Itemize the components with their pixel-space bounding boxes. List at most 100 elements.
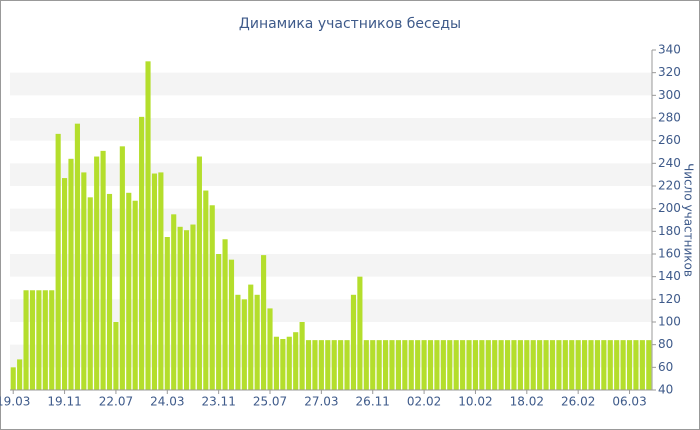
bar — [594, 340, 600, 390]
bar — [517, 340, 523, 390]
y-tick-label: 260 — [658, 133, 681, 147]
grid-band — [10, 118, 652, 141]
y-tick-label: 80 — [658, 337, 673, 351]
grid-band — [10, 163, 652, 186]
bar — [68, 158, 74, 390]
bar — [331, 340, 337, 390]
bar — [248, 284, 254, 390]
bar — [549, 340, 556, 390]
bar — [299, 322, 305, 390]
bar — [312, 340, 318, 390]
bar — [434, 340, 440, 390]
bar — [209, 205, 215, 390]
bar — [357, 276, 363, 390]
y-tick-label: 280 — [658, 111, 681, 125]
bar — [81, 172, 87, 390]
bar — [614, 340, 620, 390]
x-tick-label: 06.03 — [612, 395, 646, 409]
bar — [286, 336, 292, 390]
y-tick-label: 220 — [658, 179, 681, 193]
bar — [415, 340, 421, 390]
x-tick-label: 22.07 — [99, 395, 133, 409]
bar — [235, 294, 241, 390]
bar — [139, 116, 145, 390]
bar — [177, 226, 183, 390]
bar — [408, 340, 414, 390]
bar — [267, 308, 273, 390]
bar — [447, 340, 453, 390]
x-tick-label: 25.07 — [253, 395, 287, 409]
bar — [646, 340, 652, 390]
bar — [94, 156, 100, 390]
bar — [305, 340, 312, 390]
bar — [626, 340, 633, 390]
bar — [42, 290, 48, 390]
bar — [29, 290, 36, 390]
bar — [350, 294, 357, 390]
bar — [440, 340, 446, 390]
bar — [543, 340, 549, 390]
bar — [562, 340, 568, 390]
bar — [55, 133, 61, 390]
bar — [588, 340, 594, 390]
bar — [100, 150, 106, 390]
x-tick-label: 27.03 — [304, 395, 338, 409]
bar — [485, 340, 491, 390]
bar — [36, 290, 42, 390]
bar — [228, 259, 235, 390]
bar — [389, 340, 395, 390]
bar — [164, 237, 170, 390]
bar — [492, 340, 498, 390]
bar — [376, 340, 382, 390]
bar — [222, 239, 228, 390]
bar — [421, 340, 427, 390]
bar — [639, 340, 645, 390]
bar — [575, 340, 581, 390]
y-tick-label: 160 — [658, 247, 681, 261]
bar — [498, 340, 504, 390]
bar — [145, 61, 151, 390]
bar — [280, 339, 286, 390]
bar — [620, 340, 626, 390]
bar — [49, 290, 55, 390]
bar — [87, 197, 93, 390]
bar — [318, 340, 324, 390]
bar — [126, 192, 132, 390]
bar — [106, 193, 113, 390]
bar — [537, 340, 543, 390]
bar — [261, 255, 267, 390]
y-axis-label: Число участников — [682, 163, 696, 277]
bar — [569, 340, 575, 390]
bar — [453, 340, 459, 390]
x-tick-label: 26.02 — [561, 395, 595, 409]
grid-band — [10, 254, 652, 277]
y-tick-label: 340 — [658, 43, 681, 57]
bar — [395, 340, 401, 390]
y-tick-label: 180 — [658, 224, 681, 238]
x-tick-label: 19.03 — [0, 395, 30, 409]
bar — [113, 322, 119, 390]
bar — [190, 224, 196, 390]
bar — [203, 190, 209, 390]
y-tick-label: 240 — [658, 156, 681, 170]
bar — [23, 290, 29, 390]
bar — [17, 359, 23, 390]
bar — [62, 178, 68, 390]
bar — [402, 340, 408, 390]
y-tick-label: 300 — [658, 88, 681, 102]
grid-band — [10, 299, 652, 322]
bar — [601, 340, 607, 390]
bar — [344, 340, 350, 390]
bar — [132, 200, 138, 390]
bar — [293, 332, 299, 390]
y-tick-label: 60 — [658, 360, 673, 374]
y-tick-label: 100 — [658, 315, 681, 329]
bar — [158, 172, 164, 390]
bar — [273, 336, 279, 390]
x-tick-label: 02.02 — [407, 395, 441, 409]
bar — [504, 340, 511, 390]
y-tick-label: 200 — [658, 201, 681, 215]
bar — [427, 340, 434, 390]
bar — [530, 340, 536, 390]
